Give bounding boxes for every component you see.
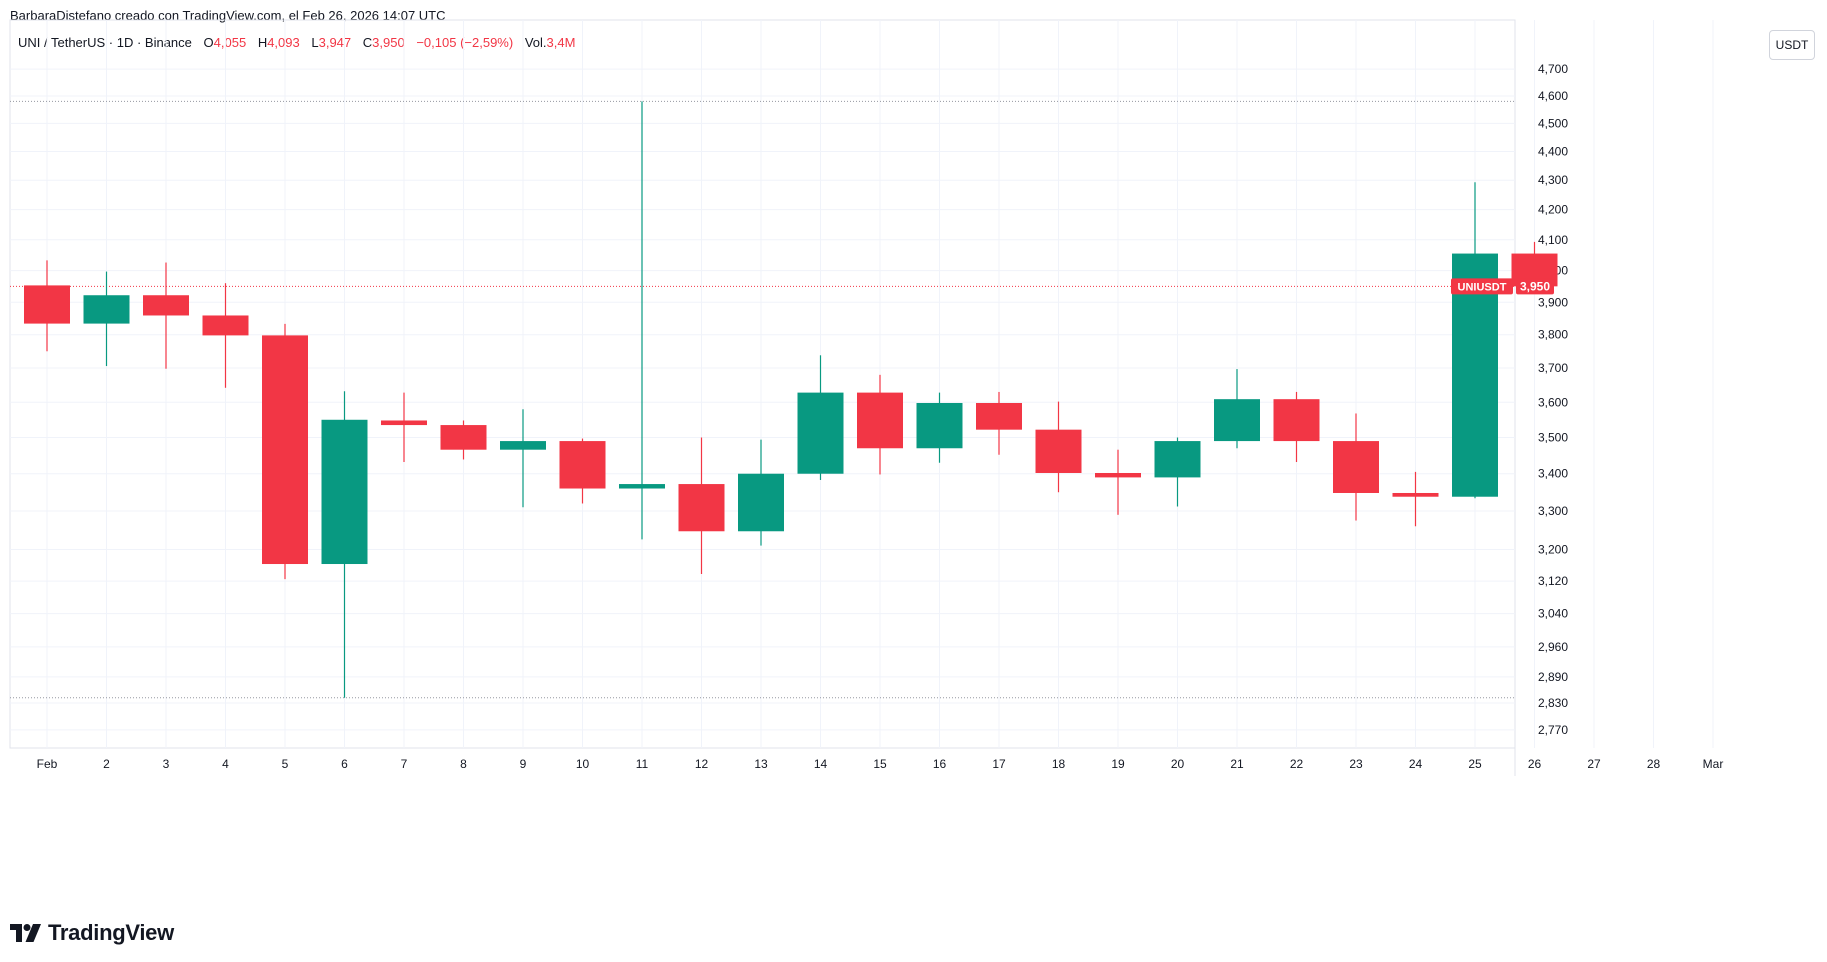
candle-body[interactable]: [440, 425, 487, 450]
y-tick-label: 3,700: [1538, 361, 1568, 375]
volume-value: 3,4M: [546, 35, 576, 50]
price-tag-value: 3,950: [1520, 279, 1550, 293]
x-tick-label: 28: [1647, 757, 1661, 771]
candle-body[interactable]: [500, 441, 546, 450]
candle-body[interactable]: [202, 315, 249, 336]
x-tick-label: 2: [103, 757, 110, 771]
candle-body[interactable]: [559, 441, 606, 489]
x-tick-label: 11: [636, 757, 649, 771]
symbol-legend: UNI / TetherUS · 1D · Binance O4,055 H4,…: [18, 35, 575, 50]
x-tick-label: 16: [933, 757, 947, 771]
candle-body[interactable]: [83, 295, 130, 324]
candle-body[interactable]: [381, 420, 427, 426]
x-tick-label: 13: [754, 757, 768, 771]
candle-body[interactable]: [797, 392, 844, 474]
candle-body[interactable]: [1392, 492, 1439, 497]
y-tick-label: 4,300: [1538, 173, 1568, 187]
currency-button[interactable]: USDT: [1769, 30, 1815, 60]
open-label: O: [203, 35, 214, 50]
candle-body[interactable]: [143, 295, 189, 316]
y-tick-label: 4,400: [1538, 145, 1568, 159]
y-tick-label: 3,400: [1538, 467, 1568, 481]
candle-body[interactable]: [321, 419, 368, 565]
y-tick-label: 3,800: [1538, 328, 1568, 342]
x-tick-label: 21: [1230, 757, 1244, 771]
y-tick-label: 4,100: [1538, 233, 1568, 247]
y-tick-label: 3,600: [1538, 395, 1568, 409]
x-tick-label: 26: [1528, 757, 1542, 771]
candle-body[interactable]: [1214, 399, 1260, 442]
symbol-tag-label: UNIUSDT: [1458, 281, 1507, 293]
plot-frame: [9, 19, 1516, 749]
volume-label: Vol.: [524, 35, 547, 50]
x-tick-label: 25: [1468, 757, 1482, 771]
low-label: L: [311, 35, 319, 50]
y-tick-label: 2,890: [1538, 670, 1568, 684]
high-value: 4,093: [267, 35, 300, 50]
x-tick-label: 8: [460, 757, 467, 771]
brand-name: TradingView: [48, 920, 174, 945]
candle-body[interactable]: [1333, 441, 1379, 493]
candle-body[interactable]: [1095, 472, 1141, 478]
x-tick-label: Mar: [1703, 757, 1724, 771]
y-tick-label: 3,900: [1538, 295, 1568, 309]
x-tick-label: 14: [814, 757, 828, 771]
y-tick-label: 4,700: [1538, 62, 1568, 76]
close-label: C: [362, 35, 373, 50]
x-tick-label: 19: [1111, 757, 1125, 771]
chart-caption: BarbaraDistefano creado con TradingView.…: [10, 8, 446, 23]
x-tick-label: 4: [222, 757, 229, 771]
low-value: 3,947: [318, 35, 352, 50]
candle-body[interactable]: [678, 484, 725, 532]
x-tick-label: 10: [576, 757, 590, 771]
symbol-tag-box: [1451, 278, 1513, 295]
x-tick-label: 18: [1052, 757, 1066, 771]
x-tick-label: 3: [163, 757, 170, 771]
x-tick-label: 15: [873, 757, 887, 771]
candle-body[interactable]: [976, 402, 1022, 430]
y-tick-label: 2,960: [1538, 640, 1568, 654]
candle-body[interactable]: [24, 285, 70, 324]
x-tick-label: 12: [695, 757, 709, 771]
close-value: 3,950: [372, 35, 405, 50]
x-tick-label: Feb: [37, 757, 58, 771]
y-tick-label: 3,120: [1538, 574, 1568, 588]
candle-body[interactable]: [857, 392, 903, 449]
candle-body[interactable]: [738, 473, 784, 532]
y-tick-label: 4,500: [1538, 116, 1568, 130]
x-tick-label: 22: [1290, 757, 1304, 771]
candle-body[interactable]: [619, 484, 665, 489]
y-tick-label: 4,600: [1538, 89, 1568, 103]
y-tick-label: 2,770: [1538, 723, 1568, 737]
y-tick-label: 3,040: [1538, 607, 1568, 621]
x-tick-label: 27: [1587, 757, 1601, 771]
symbol-name[interactable]: UNI / TetherUS · 1D · Binance: [18, 35, 192, 50]
price-tag-box: [1516, 278, 1554, 295]
high-label: H: [257, 35, 268, 50]
x-tick-label: 17: [992, 757, 1006, 771]
x-tick-label: 6: [341, 757, 348, 771]
change-value: −0,105 (−2,59%): [416, 35, 514, 50]
candle-body[interactable]: [1273, 399, 1320, 442]
x-tick-label: 20: [1171, 757, 1185, 771]
x-tick-label: 23: [1349, 757, 1363, 771]
y-tick-label: 4,200: [1538, 203, 1568, 217]
x-tick-label: 7: [401, 757, 408, 771]
y-tick-label: 3,500: [1538, 431, 1568, 445]
y-tick-label: 3,300: [1538, 504, 1568, 518]
x-tick-label: 24: [1409, 757, 1423, 771]
candle-body[interactable]: [1154, 441, 1201, 478]
y-tick-label: 2,830: [1538, 696, 1568, 710]
x-tick-label: 9: [520, 757, 527, 771]
candle-body[interactable]: [916, 402, 963, 449]
open-value: 4,055: [213, 35, 247, 50]
candle-body[interactable]: [1035, 429, 1082, 473]
candle-body[interactable]: [262, 335, 308, 565]
x-tick-label: 5: [282, 757, 289, 771]
y-tick-label: 3,200: [1538, 542, 1568, 556]
brand-logo: TradingView: [10, 920, 174, 946]
tradingview-logo-icon: [10, 924, 41, 942]
